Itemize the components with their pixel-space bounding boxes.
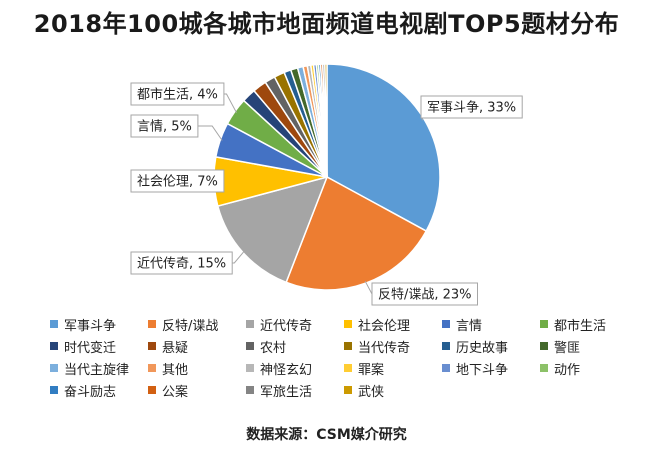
- legend-swatch: [50, 320, 58, 328]
- legend-swatch: [344, 342, 352, 350]
- legend-item: 农村: [246, 336, 344, 356]
- legend-swatch: [344, 320, 352, 328]
- legend-swatch: [540, 364, 548, 372]
- legend-swatch: [442, 320, 450, 328]
- legend-swatch: [148, 386, 156, 394]
- legend-swatch: [148, 364, 156, 372]
- legend-swatch: [148, 320, 156, 328]
- legend-label: 地下斗争: [456, 362, 509, 378]
- legend-item: 地下斗争: [442, 358, 540, 378]
- legend-label: 历史故事: [456, 340, 509, 356]
- data-label-5: 都市生活, 4%: [137, 87, 218, 103]
- legend-item: 都市生活: [540, 314, 638, 334]
- legend-label: 当代传奇: [358, 340, 411, 356]
- legend-item: 警匪: [540, 336, 638, 356]
- legend-swatch: [50, 342, 58, 350]
- legend-label: 近代传奇: [260, 318, 313, 334]
- legend-item: 当代主旋律: [50, 358, 148, 378]
- data-label-box-3: [130, 169, 225, 193]
- legend-item: 时代变迁: [50, 336, 148, 356]
- legend-label: 都市生活: [554, 318, 607, 334]
- legend-label: 军事斗争: [64, 318, 117, 334]
- legend-item: 近代传奇: [246, 314, 344, 334]
- legend-swatch: [50, 364, 58, 372]
- legend-item: 言情: [442, 314, 540, 334]
- leader-line-5: [223, 93, 237, 113]
- legend-item: 社会伦理: [344, 314, 442, 334]
- data-label-0: 军事斗争, 33%: [427, 101, 516, 116]
- legend-item: 罪案: [344, 358, 442, 378]
- legend-swatch: [344, 386, 352, 394]
- legend-label: 其他: [162, 362, 189, 378]
- pie-chart: 军事斗争, 33% 反特/谍战, 23% 近代传奇, 15% 社会伦理, 7% 言情, …: [130, 63, 523, 306]
- legend-label: 罪案: [358, 362, 385, 378]
- data-label-box-4: [130, 114, 199, 138]
- leader-line-4: [197, 125, 223, 141]
- data-source-note: 数据来源：CSM媒介研究: [246, 427, 407, 443]
- legend-label: 动作: [554, 362, 581, 378]
- data-label-2: 近代传奇, 15%: [137, 256, 226, 272]
- legend-label: 神怪玄幻: [260, 362, 313, 378]
- legend-item: 历史故事: [442, 336, 540, 356]
- legend-item: 武侠: [344, 380, 442, 400]
- pie-slice-0: [326, 63, 441, 233]
- data-label-box-1: [371, 282, 478, 306]
- data-label-1: 反特/谍战, 23%: [378, 288, 472, 303]
- legend-label: 言情: [456, 318, 483, 334]
- leader-line-1: [364, 280, 373, 295]
- data-label-box-2: [130, 251, 233, 275]
- legend-label: 奋斗励志: [64, 384, 117, 400]
- legend-label: 悬疑: [162, 340, 189, 356]
- legend-item: 反特/谍战: [148, 314, 246, 334]
- data-label-4: 言情, 5%: [137, 120, 192, 135]
- legend-label: 社会伦理: [358, 318, 411, 334]
- legend-label: 警匪: [554, 340, 581, 356]
- legend-item: 奋斗励志: [50, 380, 148, 400]
- legend-label: 农村: [260, 340, 287, 356]
- leader-line-2: [232, 250, 245, 264]
- legend-swatch: [344, 364, 352, 372]
- legend-label: 反特/谍战: [162, 318, 219, 334]
- legend-label: 军旅生活: [260, 384, 313, 400]
- chart-legend: 军事斗争 反特/谍战 近代传奇 社会伦理 言情 都市生活时代变迁 悬疑 农村 当代传奇 历史故事 警…: [50, 314, 640, 400]
- legend-item: 军旅生活: [246, 380, 344, 400]
- legend-swatch: [442, 364, 450, 372]
- legend-item: 神怪玄幻: [246, 358, 344, 378]
- legend-swatch: [540, 320, 548, 328]
- pie-slices: [213, 63, 441, 291]
- legend-swatch: [246, 342, 254, 350]
- legend-item: 动作: [540, 358, 638, 378]
- legend-item: 军事斗争: [50, 314, 148, 334]
- legend-label: 武侠: [358, 384, 385, 400]
- legend-swatch: [246, 364, 254, 372]
- legend-swatch: [246, 320, 254, 328]
- data-label-box-5: [130, 82, 225, 106]
- legend-label: 时代变迁: [64, 340, 117, 356]
- pie-slice-21: [324, 63, 328, 178]
- data-label-3: 社会伦理, 7%: [137, 174, 218, 190]
- legend-swatch: [442, 342, 450, 350]
- legend-item: 公案: [148, 380, 246, 400]
- legend-item: 悬疑: [148, 336, 246, 356]
- legend-swatch: [540, 342, 548, 350]
- legend-label: 当代主旋律: [64, 362, 130, 378]
- legend-swatch: [50, 386, 58, 394]
- legend-label: 公案: [162, 384, 189, 400]
- data-label-box-0: [420, 95, 523, 119]
- legend-item: 当代传奇: [344, 336, 442, 356]
- pie-callouts: 军事斗争, 33% 反特/谍战, 23% 近代传奇, 15% 社会伦理, 7% 言情, …: [130, 82, 523, 306]
- legend-item: 其他: [148, 358, 246, 378]
- legend-swatch: [148, 342, 156, 350]
- chart-title: 2018年100城各城市地面频道电视剧TOP5题材分布: [33, 10, 620, 38]
- legend-swatch: [246, 386, 254, 394]
